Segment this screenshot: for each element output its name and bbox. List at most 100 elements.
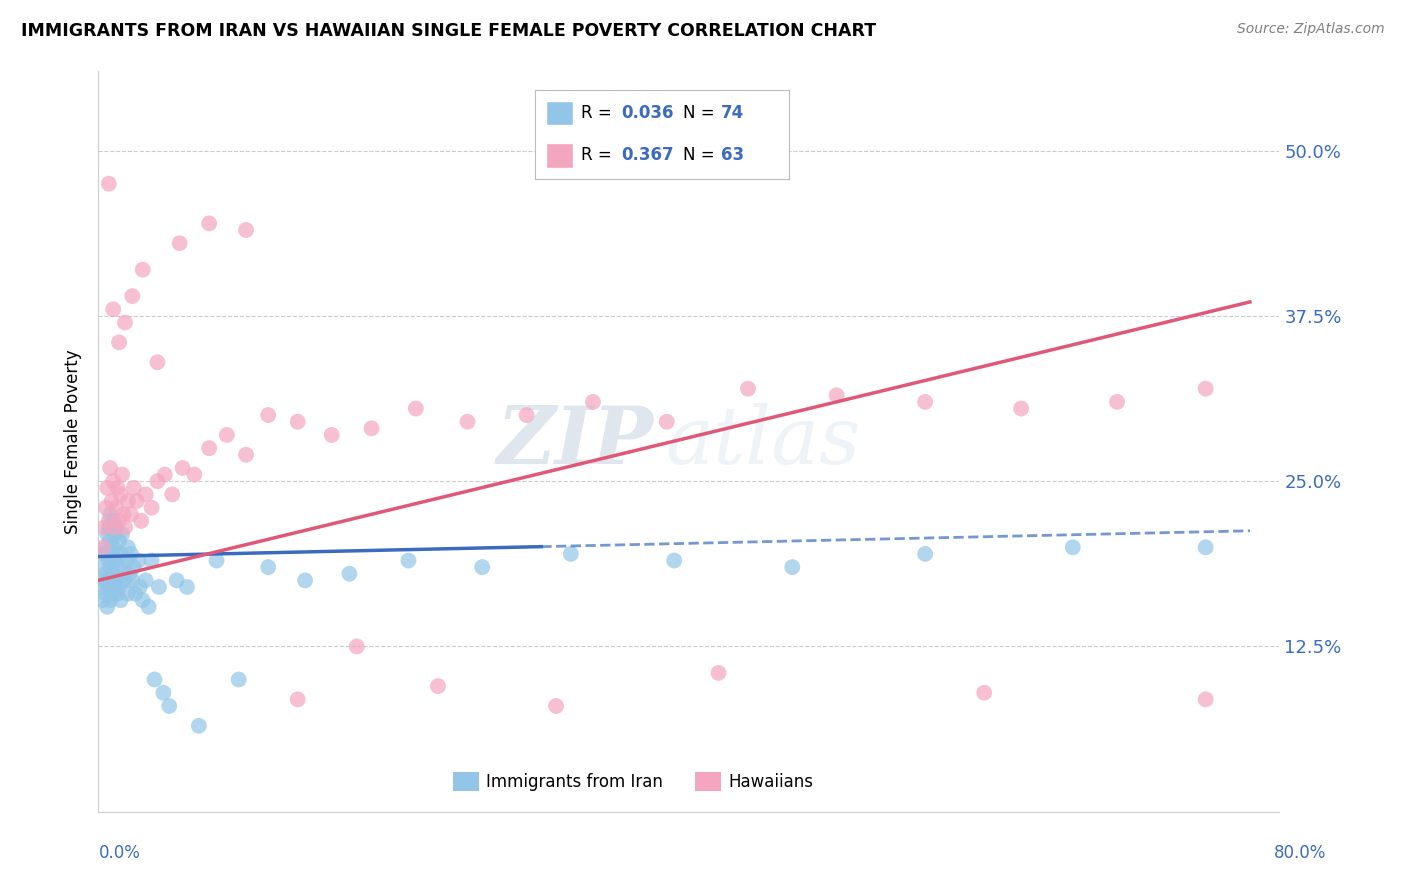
Point	[100, 574, 122, 588]
Point	[655, 415, 678, 429]
Point	[105, 520, 128, 534]
Point	[176, 580, 198, 594]
Point	[108, 533, 131, 548]
Point	[96, 481, 118, 495]
Point	[157, 698, 180, 713]
Point	[97, 580, 120, 594]
Point	[914, 395, 936, 409]
Point	[96, 599, 118, 614]
Point	[98, 560, 121, 574]
Point	[187, 719, 209, 733]
Point	[427, 679, 450, 693]
Point	[973, 686, 995, 700]
Point	[90, 580, 112, 594]
Point	[117, 541, 139, 555]
Text: Source: ZipAtlas.com: Source: ZipAtlas.com	[1237, 22, 1385, 37]
Point	[94, 500, 117, 515]
Point	[582, 395, 605, 409]
Text: IMMIGRANTS FROM IRAN VS HAWAIIAN SINGLE FEMALE POVERTY CORRELATION CHART: IMMIGRANTS FROM IRAN VS HAWAIIAN SINGLE …	[21, 22, 876, 40]
Point	[91, 560, 114, 574]
Point	[129, 514, 152, 528]
Point	[112, 508, 135, 522]
Point	[546, 698, 568, 713]
Point	[152, 686, 174, 700]
Point	[103, 541, 125, 555]
Point	[107, 560, 129, 574]
Point	[94, 541, 117, 555]
Text: Hawaiians: Hawaiians	[728, 773, 813, 791]
Point	[321, 428, 343, 442]
Point	[124, 586, 146, 600]
Point	[1195, 382, 1218, 396]
Point	[146, 474, 169, 488]
Point	[1195, 692, 1218, 706]
Point	[111, 574, 134, 588]
Point	[132, 262, 155, 277]
Point	[664, 553, 686, 567]
Point	[121, 574, 143, 588]
Point	[93, 547, 115, 561]
Point	[146, 355, 169, 369]
Point	[1062, 541, 1084, 555]
Point	[257, 408, 280, 422]
Point	[108, 514, 131, 528]
Y-axis label: Single Female Poverty: Single Female Poverty	[65, 350, 83, 533]
Point	[117, 494, 139, 508]
Text: Immigrants from Iran: Immigrants from Iran	[486, 773, 662, 791]
Point	[120, 508, 142, 522]
Point	[339, 566, 361, 581]
FancyBboxPatch shape	[695, 772, 721, 791]
Point	[114, 520, 136, 534]
Point	[215, 428, 238, 442]
FancyBboxPatch shape	[453, 772, 478, 791]
Point	[114, 316, 136, 330]
Point	[108, 580, 131, 594]
Point	[104, 527, 127, 541]
Point	[132, 593, 155, 607]
Point	[98, 593, 121, 607]
Point	[104, 520, 127, 534]
Point	[93, 520, 115, 534]
Point	[98, 508, 121, 522]
Point	[205, 553, 228, 567]
Point	[172, 461, 194, 475]
Point	[198, 216, 221, 230]
Point	[104, 580, 127, 594]
Point	[1010, 401, 1032, 416]
Point	[120, 547, 142, 561]
Point	[100, 547, 122, 561]
Point	[294, 574, 316, 588]
Point	[138, 599, 160, 614]
Point	[97, 177, 120, 191]
Point	[825, 388, 848, 402]
Point	[360, 421, 382, 435]
Point	[560, 547, 582, 561]
Point	[235, 223, 257, 237]
Point	[96, 574, 118, 588]
Point	[1195, 541, 1218, 555]
Point	[166, 574, 188, 588]
Point	[98, 461, 121, 475]
Point	[107, 481, 129, 495]
Text: 0.0%: 0.0%	[98, 844, 141, 862]
Point	[117, 586, 139, 600]
Point	[97, 514, 120, 528]
Point	[198, 441, 221, 455]
Point	[114, 574, 136, 588]
Point	[235, 448, 257, 462]
Point	[707, 665, 730, 680]
Point	[228, 673, 250, 687]
Point	[103, 302, 125, 317]
Point	[914, 547, 936, 561]
Point	[112, 560, 135, 574]
Point	[398, 553, 420, 567]
Point	[110, 487, 132, 501]
Point	[111, 527, 134, 541]
Point	[97, 520, 120, 534]
Point	[287, 415, 309, 429]
Point	[471, 560, 494, 574]
Point	[1107, 395, 1129, 409]
Point	[143, 673, 166, 687]
Point	[287, 692, 309, 706]
Text: ZIP: ZIP	[496, 403, 654, 480]
